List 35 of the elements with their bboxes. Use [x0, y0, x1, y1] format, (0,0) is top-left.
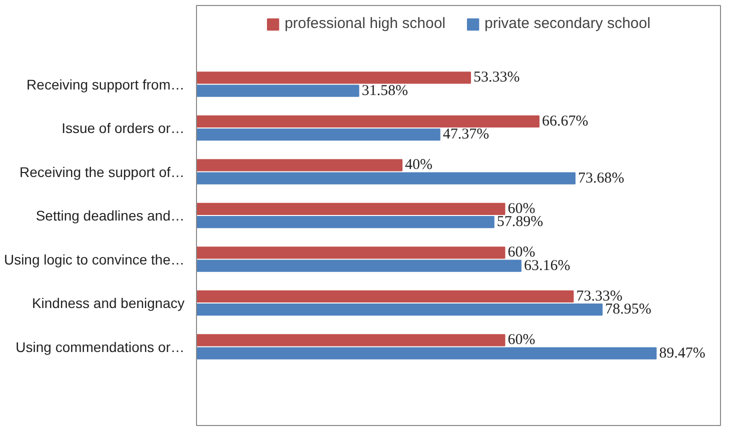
bar	[196, 115, 540, 128]
data-label: 89.47%	[659, 345, 706, 362]
bar	[196, 347, 657, 360]
bar	[196, 202, 506, 216]
data-label: 60%	[508, 332, 536, 348]
bar	[196, 72, 471, 84]
bar	[196, 159, 402, 172]
data-label: 47.37%	[442, 126, 490, 143]
y-tick-label: Using logic to convince the…	[4, 251, 185, 268]
bar	[196, 84, 360, 97]
data-label: 57.89%	[496, 214, 544, 230]
data-label: 31.58%	[362, 82, 408, 99]
bar	[196, 216, 494, 228]
y-tick-label: Setting deadlines and…	[36, 208, 185, 224]
y-tick-label: Kindness and benignacy	[32, 295, 185, 311]
data-label: 66.67%	[542, 113, 588, 130]
bar	[196, 290, 574, 303]
y-tick-label: Receiving support from…	[26, 76, 184, 92]
bar	[196, 334, 506, 346]
y-tick-label: Receiving the support of…	[20, 164, 185, 180]
bar	[196, 128, 440, 141]
data-label: 53.33%	[473, 70, 520, 86]
data-label: 40%	[405, 157, 432, 174]
y-tick-label: Using commendations or…	[16, 338, 185, 355]
bar	[196, 303, 603, 316]
data-label: 73.68%	[578, 170, 624, 186]
bar	[196, 246, 506, 259]
data-label: 73.33%	[576, 288, 622, 304]
data-label: 78.95%	[605, 302, 652, 318]
y-tick-label: Issue of orders or…	[62, 120, 184, 136]
data-label: 60%	[508, 200, 536, 217]
bar	[196, 172, 576, 184]
legend-label: professional high school	[284, 15, 446, 32]
legend-label: private secondary school	[484, 15, 650, 32]
bar	[196, 260, 522, 272]
